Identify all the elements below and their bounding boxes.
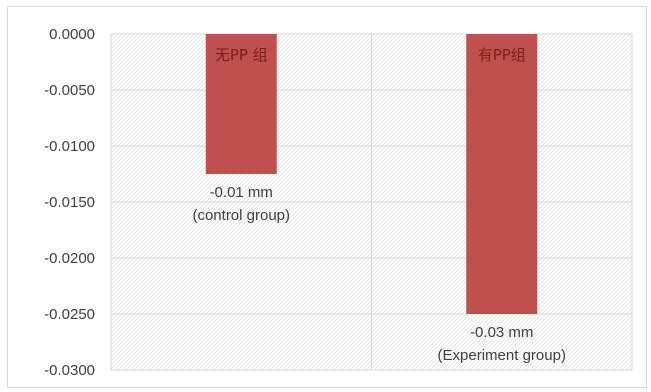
bar — [205, 34, 277, 174]
y-axis: 0.0000 -0.0050 -0.0100 -0.0150 -0.0200 -0.025… — [44, 26, 95, 379]
gridlines — [110, 33, 633, 371]
chart-frame — [7, 6, 647, 388]
category-label: 无PP 组 — [215, 46, 268, 64]
y-tick-label: -0.0050 — [44, 82, 95, 99]
y-tick-label: -0.0300 — [44, 362, 95, 379]
y-tick-label: -0.0250 — [44, 306, 95, 323]
bars — [205, 34, 538, 314]
y-tick-label: -0.0100 — [44, 138, 95, 155]
category-label: 有PP组 — [478, 46, 526, 64]
data-label: -0.03 mm — [470, 324, 533, 341]
bar — [466, 34, 538, 314]
y-tick-label: 0.0000 — [49, 26, 95, 43]
y-tick-label: -0.0150 — [44, 194, 95, 211]
labels: 无PP 组 -0.01 mm (control group) 有PP组 -0.03 mm… — [192, 46, 565, 364]
data-label: (control group) — [192, 207, 290, 224]
data-label: -0.01 mm — [210, 184, 273, 201]
data-label: (Experiment group) — [438, 347, 566, 364]
y-tick-label: -0.0200 — [44, 250, 95, 267]
